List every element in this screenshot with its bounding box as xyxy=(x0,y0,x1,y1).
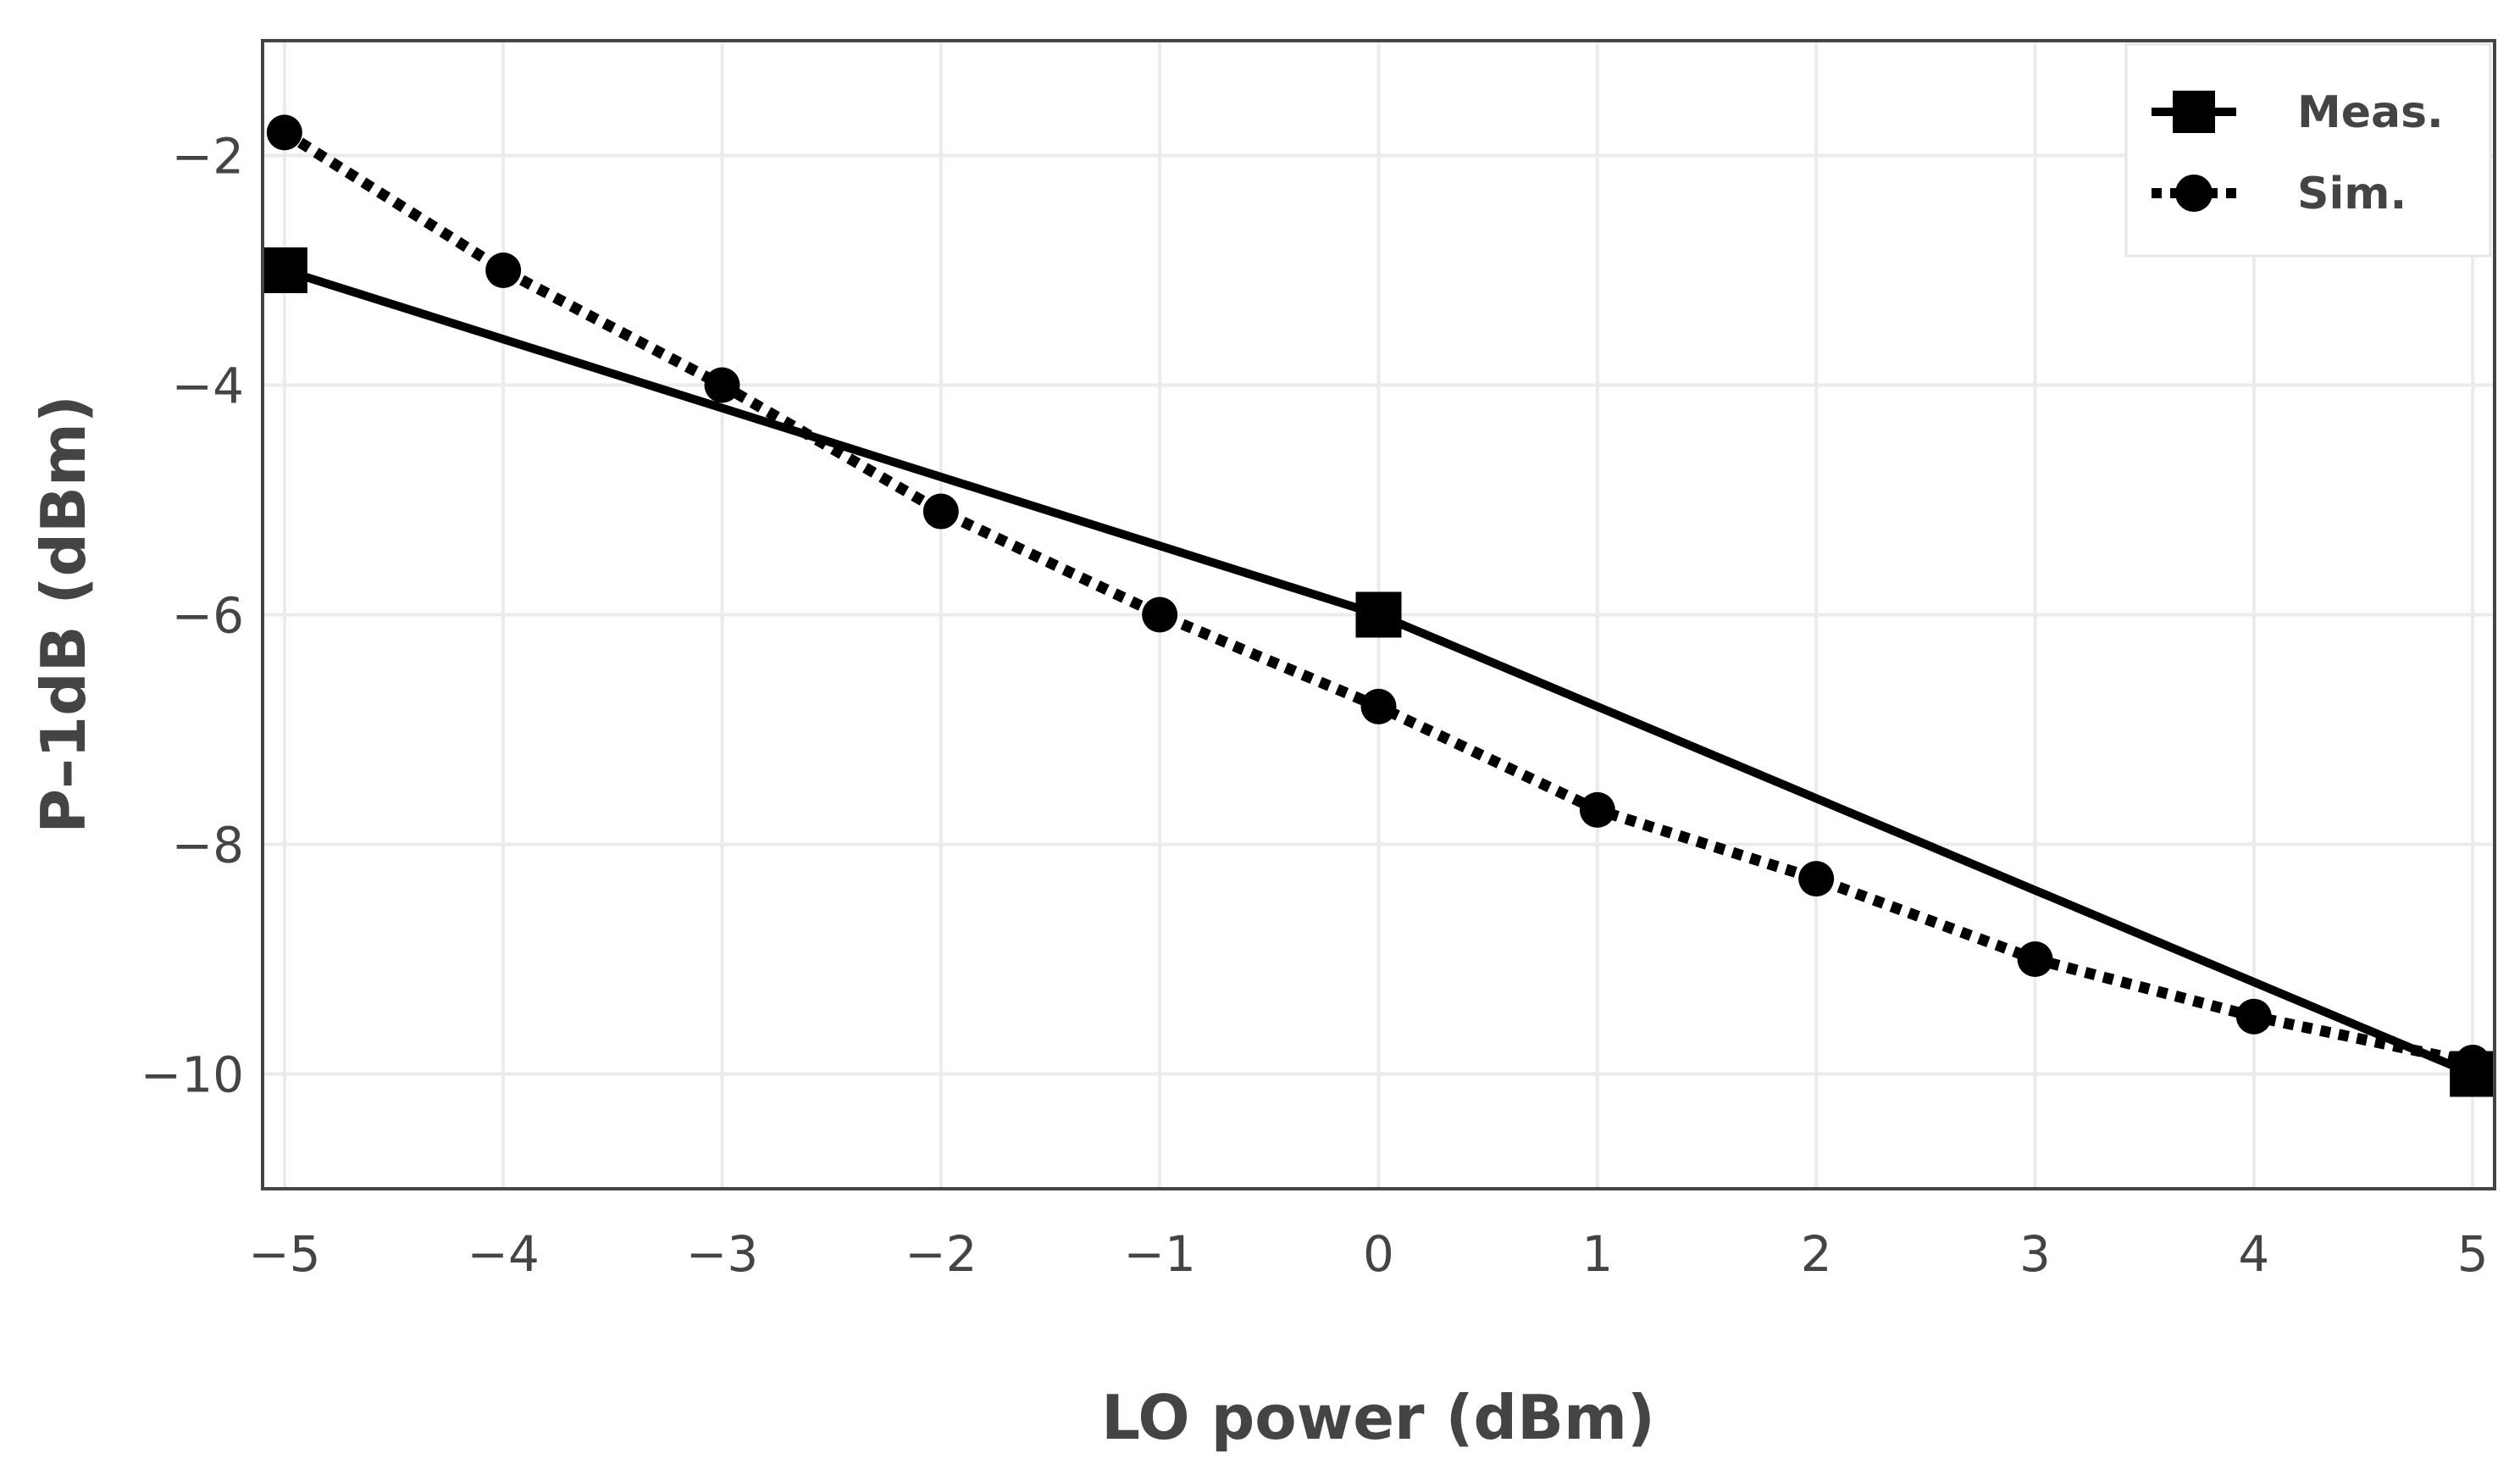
legend: Meas. Sim. xyxy=(2124,42,2492,258)
legend-meas-label: Meas. xyxy=(2297,87,2444,138)
y-tick-label: −2 xyxy=(172,128,245,186)
x-tick-label: 4 xyxy=(2238,1225,2269,1283)
x-tick-label: −2 xyxy=(905,1225,978,1283)
y-tick-label: −8 xyxy=(172,817,245,874)
legend-sim-label: Sim. xyxy=(2297,169,2406,219)
data-point-sim xyxy=(704,367,740,403)
data-point-meas xyxy=(261,247,307,293)
data-point-meas xyxy=(1355,591,1402,638)
legend-sim-marker xyxy=(2175,175,2213,212)
legend-box xyxy=(2124,42,2492,258)
data-point-sim xyxy=(1360,688,1397,724)
x-tick-label: −4 xyxy=(467,1225,540,1283)
x-tick-label: 1 xyxy=(1581,1225,1613,1283)
x-tick-label: −3 xyxy=(686,1225,759,1283)
plot-frame xyxy=(261,39,2496,1190)
data-point-sim xyxy=(2235,998,2272,1035)
x-tick-label: 0 xyxy=(1363,1225,1394,1283)
x-tick-label: −1 xyxy=(1123,1225,1196,1283)
x-tick-label: −5 xyxy=(248,1225,321,1283)
legend-meas-marker xyxy=(2173,91,2215,133)
y-tick-label: −4 xyxy=(172,358,245,415)
data-point-sim xyxy=(1142,597,1178,633)
x-tick-label: 3 xyxy=(2019,1225,2051,1283)
x-tick-label: 2 xyxy=(1801,1225,1832,1283)
x-tick-label: 5 xyxy=(2457,1225,2489,1283)
data-point-sim xyxy=(485,252,522,288)
data-point-sim xyxy=(2455,1044,2491,1080)
series-layer xyxy=(261,114,2496,1097)
y-tick-label: −6 xyxy=(172,587,245,645)
y-axis-title: P–1dB (dBm) xyxy=(28,395,99,834)
y-tick-labels: −2 −4 −6 −8 −10 xyxy=(141,128,244,1104)
data-point-sim xyxy=(2017,941,2053,977)
x-axis-title: LO power (dBm) xyxy=(1101,1382,1655,1453)
y-tick-label: −10 xyxy=(141,1046,244,1104)
x-tick-labels: −5 −4 −3 −2 −1 0 1 2 3 4 5 xyxy=(248,1225,2489,1283)
data-point-sim xyxy=(1798,861,1835,897)
data-point-sim xyxy=(922,493,959,530)
data-point-sim xyxy=(266,114,302,151)
data-point-sim xyxy=(1579,791,1615,828)
